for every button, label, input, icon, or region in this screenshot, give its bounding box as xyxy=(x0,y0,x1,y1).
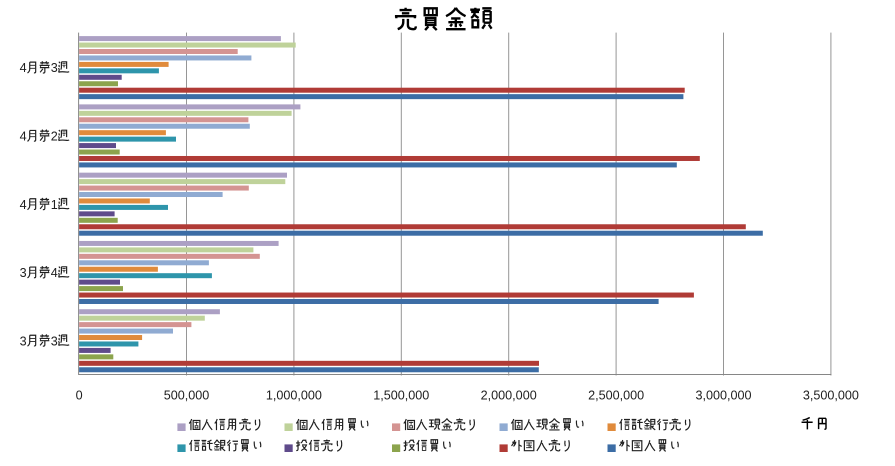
svg-text:3: 3 xyxy=(51,61,58,75)
svg-text:3: 3 xyxy=(20,334,27,348)
svg-text:4: 4 xyxy=(20,198,27,212)
svg-text:3,000,000: 3,000,000 xyxy=(695,389,751,403)
svg-text:3: 3 xyxy=(51,334,58,348)
svg-text:1: 1 xyxy=(51,198,58,212)
svg-text:500,000: 500,000 xyxy=(164,389,210,403)
svg-text:4: 4 xyxy=(20,130,27,144)
svg-text:1,000,000: 1,000,000 xyxy=(266,389,322,403)
svg-text:2,500,000: 2,500,000 xyxy=(588,389,644,403)
svg-text:1,500,000: 1,500,000 xyxy=(373,389,429,403)
svg-text:3: 3 xyxy=(20,266,27,280)
svg-text:4: 4 xyxy=(20,61,27,75)
svg-text:3,500,000: 3,500,000 xyxy=(803,389,859,403)
svg-text:0: 0 xyxy=(76,389,83,403)
svg-text:2,000,000: 2,000,000 xyxy=(481,389,537,403)
svg-text:2: 2 xyxy=(51,130,58,144)
svg-text:4: 4 xyxy=(51,266,58,280)
